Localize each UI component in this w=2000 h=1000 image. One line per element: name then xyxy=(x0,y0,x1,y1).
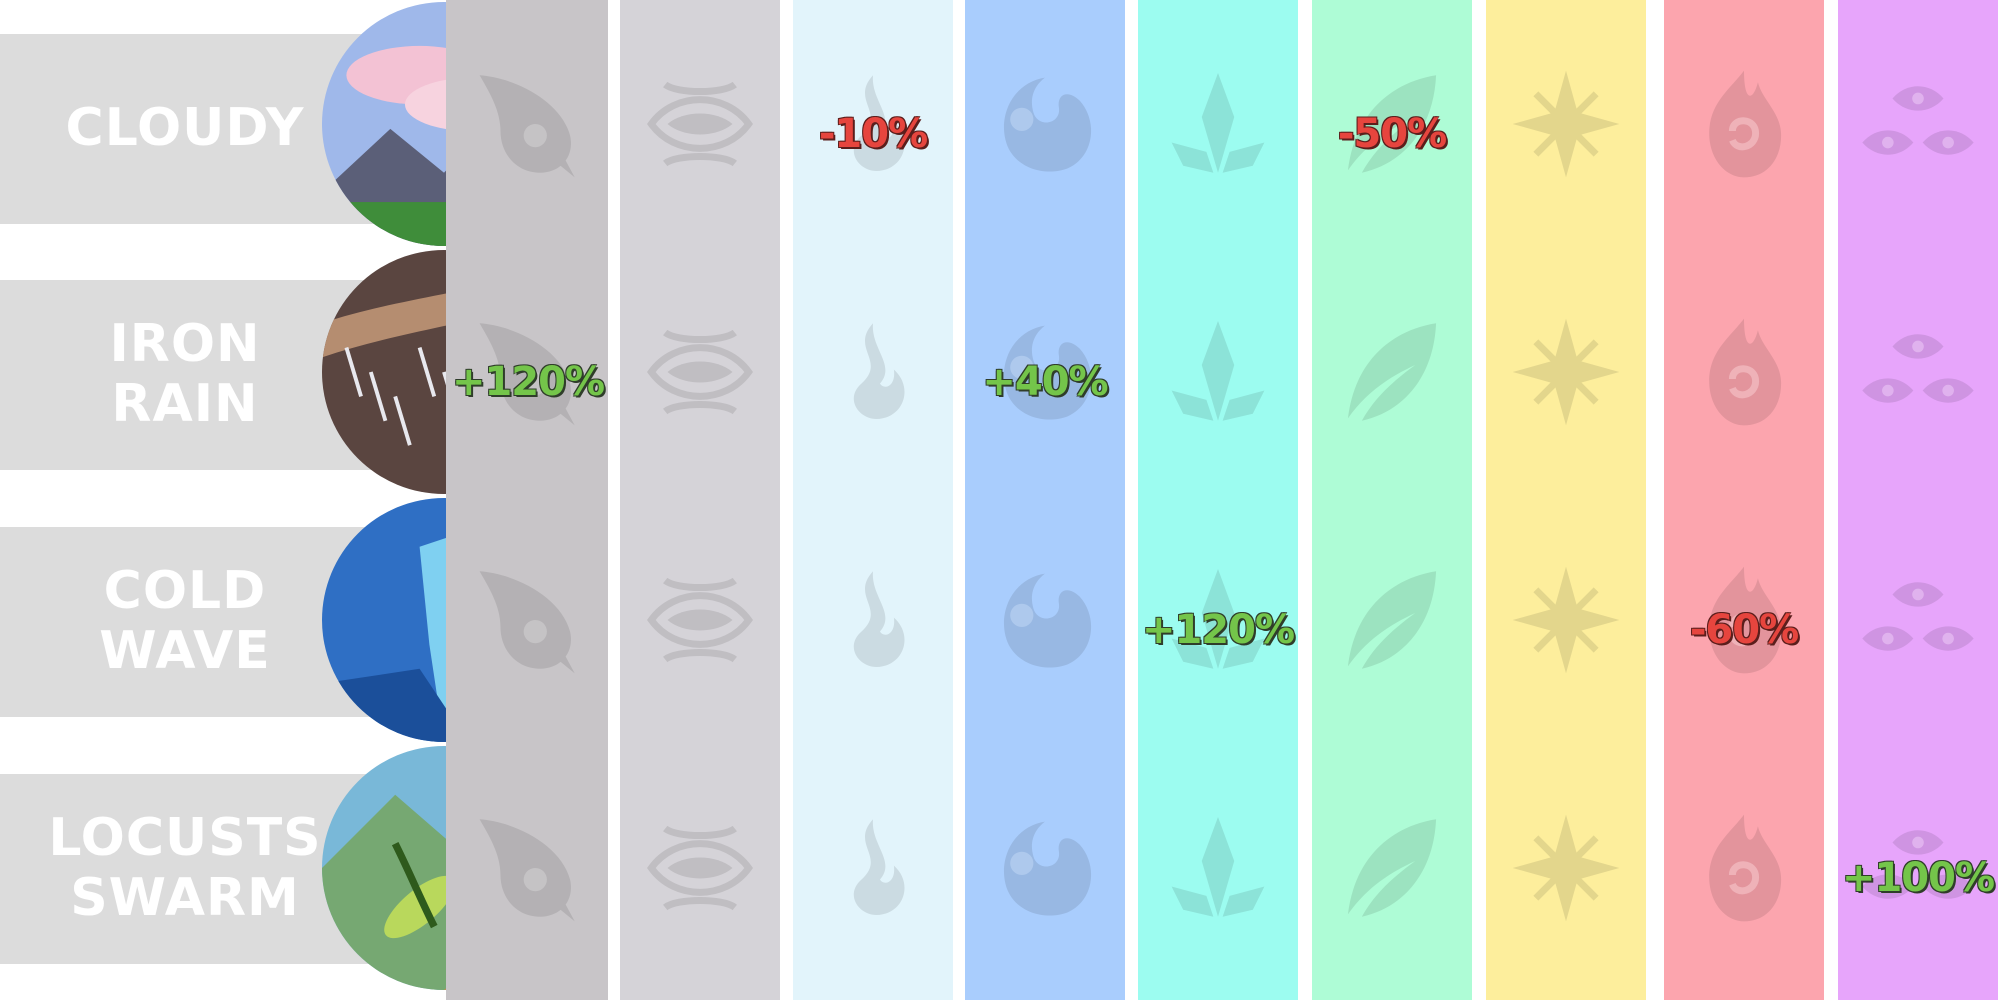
element-column xyxy=(620,0,780,1000)
element-column xyxy=(446,0,608,1000)
shadow-swirl-icon xyxy=(479,323,575,426)
water-drop-icon xyxy=(1003,573,1092,668)
star-icon xyxy=(1512,814,1620,922)
weather-name: IRON RAIN xyxy=(0,280,370,470)
triple-eye-icon xyxy=(1862,830,1974,899)
modifier-value: -50% xyxy=(1337,111,1447,157)
wind-flame-icon xyxy=(853,323,905,420)
element-column xyxy=(965,0,1125,1000)
crystal-icon xyxy=(1171,816,1265,917)
weather-name-line: CLOUDY xyxy=(65,98,305,159)
weather-name-line: WAVE xyxy=(99,621,271,681)
weather-name-line: SWARM xyxy=(70,868,300,928)
flame-icon xyxy=(1709,566,1782,674)
weather-name: COLD WAVE xyxy=(0,527,370,717)
modifier-value: +120% xyxy=(451,359,605,405)
leaf-icon xyxy=(1347,323,1437,421)
star-icon xyxy=(1512,70,1620,178)
element-column xyxy=(1838,0,1998,1000)
triple-eye-icon xyxy=(1862,582,1974,651)
shadow-swirl-icon xyxy=(479,819,575,922)
shadow-swirl-icon xyxy=(479,75,575,178)
modifier-value: -10% xyxy=(818,111,928,157)
eye-icon xyxy=(647,81,753,167)
water-drop-icon xyxy=(1003,77,1092,172)
weather-name-line: IRON xyxy=(109,314,261,375)
leaf-icon xyxy=(1347,571,1437,669)
water-drop-icon xyxy=(1003,325,1092,420)
weather-name: LOCUSTS SWARM xyxy=(0,774,370,964)
leaf-icon xyxy=(1347,819,1437,917)
crystal-icon xyxy=(1171,568,1265,669)
water-drop-icon xyxy=(1003,821,1092,916)
triple-eye-icon xyxy=(1862,86,1974,155)
weather-name-line: COLD xyxy=(103,561,267,622)
shadow-swirl-icon xyxy=(479,571,575,674)
leaf-icon xyxy=(1347,75,1437,173)
flame-icon xyxy=(1709,318,1782,426)
flame-icon xyxy=(1709,70,1782,178)
weather-name-line: RAIN xyxy=(111,374,259,434)
modifier-value: +100% xyxy=(1841,855,1995,901)
eye-icon xyxy=(647,329,753,415)
crystal-icon xyxy=(1171,320,1265,421)
modifier-value: +120% xyxy=(1141,607,1295,653)
wind-flame-icon xyxy=(853,571,905,668)
element-column xyxy=(1486,0,1646,1000)
star-icon xyxy=(1512,318,1620,426)
element-column xyxy=(1138,0,1298,1000)
modifier-value: +40% xyxy=(982,359,1108,405)
wind-flame-icon xyxy=(853,75,905,172)
triple-eye-icon xyxy=(1862,334,1974,403)
weather-name: CLOUDY xyxy=(0,34,370,224)
weather-name-line: LOCUSTS xyxy=(48,808,322,869)
crystal-icon xyxy=(1171,72,1265,173)
element-column xyxy=(1664,0,1824,1000)
modifier-value: -60% xyxy=(1689,607,1799,653)
element-column xyxy=(793,0,953,1000)
eye-icon xyxy=(647,825,753,911)
wind-flame-icon xyxy=(853,819,905,916)
eye-icon xyxy=(647,577,753,663)
element-column xyxy=(1312,0,1472,1000)
star-icon xyxy=(1512,566,1620,674)
flame-icon xyxy=(1709,814,1782,922)
